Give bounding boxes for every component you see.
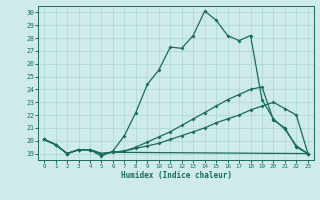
X-axis label: Humidex (Indice chaleur): Humidex (Indice chaleur) <box>121 171 231 180</box>
